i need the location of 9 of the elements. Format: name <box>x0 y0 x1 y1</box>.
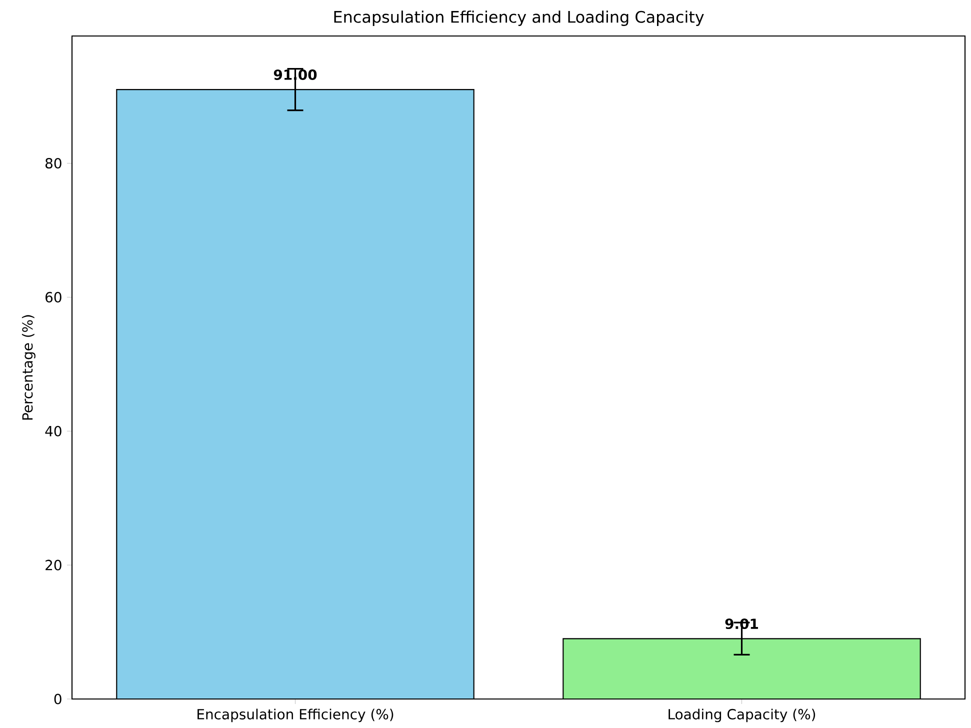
chart-title: Encapsulation Efficiency and Loading Capacity <box>334 10 704 26</box>
x-tick-label: Encapsulation Efficiency (%) <box>198 708 394 722</box>
x-tick-label: Loading Capacity (%) <box>668 708 816 722</box>
y-tick-label: 0 <box>54 694 62 704</box>
y-tick-label: 80 <box>45 158 62 169</box>
y-tick-label: 40 <box>45 426 62 436</box>
y-tick-label: 20 <box>46 560 62 570</box>
y-axis-title: Percentage (%) <box>22 315 36 420</box>
y-tick-label: 60 <box>46 292 62 302</box>
